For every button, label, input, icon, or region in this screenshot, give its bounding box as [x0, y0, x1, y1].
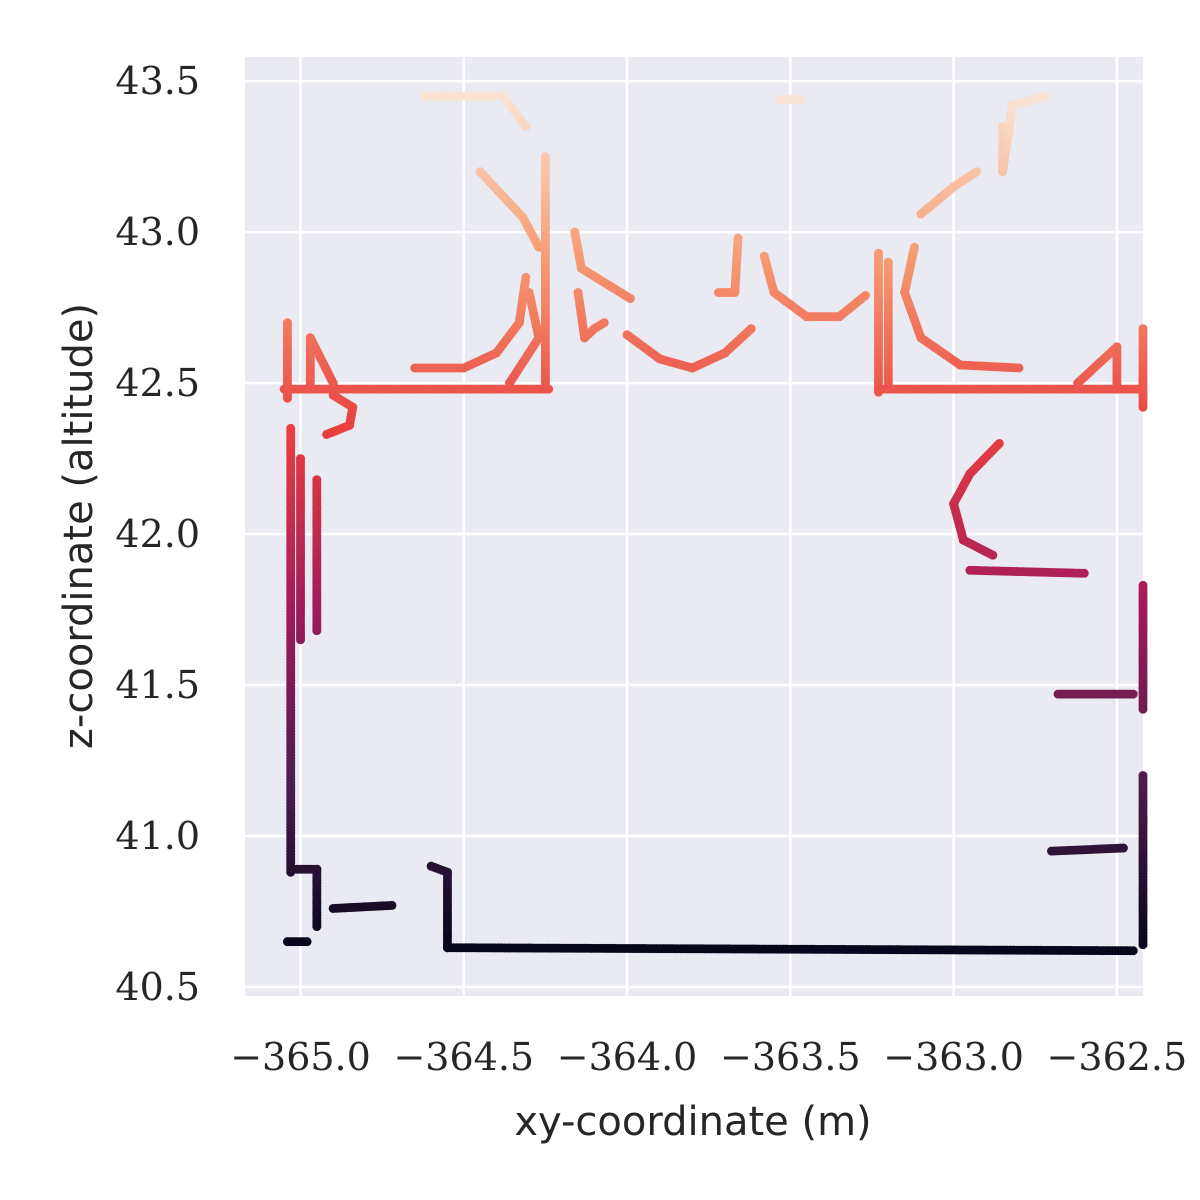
- point-cluster: [900, 242, 1024, 373]
- point-cluster: [713, 233, 743, 298]
- x-tick-label: −364.5: [393, 1035, 534, 1079]
- data-point: [733, 233, 743, 243]
- point-cluster: [622, 324, 756, 373]
- x-tick-label: −363.5: [720, 1035, 861, 1079]
- data-point: [1138, 771, 1148, 781]
- data-point: [521, 272, 531, 282]
- point-cluster: [570, 227, 635, 304]
- data-point: [1138, 580, 1148, 590]
- point-cluster: [426, 861, 1138, 956]
- point-cluster: [322, 390, 358, 439]
- y-tick-label: 40.5: [115, 965, 200, 1009]
- data-point: [1128, 946, 1138, 956]
- point-cluster: [873, 384, 1145, 394]
- data-point: [312, 922, 322, 932]
- point-cluster: [312, 475, 322, 636]
- point-cluster: [420, 91, 531, 131]
- data-point: [286, 423, 296, 433]
- data-point: [971, 167, 981, 177]
- point-cluster: [505, 288, 544, 388]
- point-cluster: [916, 167, 981, 219]
- x-tick-label: −362.5: [1047, 1035, 1188, 1079]
- point-cluster: [998, 91, 1050, 177]
- point-cluster: [286, 423, 296, 877]
- point-cluster: [282, 318, 292, 403]
- point-cluster: [883, 257, 893, 388]
- point-cluster: [776, 94, 805, 104]
- y-tick-label: 42.0: [115, 512, 200, 556]
- data-point: [524, 288, 534, 298]
- y-tick-label: 41.5: [115, 663, 200, 707]
- data-point: [1014, 363, 1024, 373]
- data-point: [312, 475, 322, 485]
- data-point: [1138, 324, 1148, 334]
- data-point: [387, 900, 397, 910]
- data-point: [540, 152, 550, 162]
- x-tick-label: −365.0: [230, 1035, 371, 1079]
- point-cluster: [475, 167, 544, 252]
- point-cluster: [573, 288, 609, 343]
- data-point: [296, 454, 306, 464]
- data-point: [599, 318, 609, 328]
- point-cluster: [296, 454, 306, 645]
- x-tick-label: −364.0: [557, 1035, 698, 1079]
- points-layer: [279, 91, 1148, 956]
- data-point: [746, 324, 756, 334]
- point-cluster: [410, 272, 531, 373]
- data-point: [328, 378, 338, 388]
- data-point: [883, 257, 893, 267]
- data-point: [625, 294, 635, 304]
- point-cluster: [949, 438, 1004, 560]
- data-point: [1079, 568, 1089, 578]
- plot-background: [245, 57, 1143, 996]
- data-point: [534, 242, 544, 252]
- point-cluster: [1138, 324, 1148, 412]
- point-cluster: [1047, 843, 1128, 856]
- data-point: [873, 248, 883, 258]
- data-point: [302, 937, 312, 947]
- point-cluster: [965, 565, 1089, 578]
- y-tick-label: 43.0: [115, 210, 200, 254]
- data-point: [1128, 689, 1138, 699]
- data-point: [1112, 384, 1122, 394]
- data-point: [521, 121, 531, 131]
- data-point: [795, 94, 805, 104]
- x-tick-labels: −365.0 −364.5 −364.0 −363.5 −363.0 −362.5: [230, 1035, 1187, 1079]
- grid: [245, 57, 1143, 996]
- point-cluster: [305, 333, 338, 394]
- point-cluster: [328, 900, 397, 913]
- data-point: [282, 318, 292, 328]
- y-tick-label: 42.5: [115, 361, 200, 405]
- y-tick-labels: 40.5 41.0 41.5 42.0 42.5 43.0 43.5: [115, 59, 200, 1009]
- data-point: [860, 291, 870, 301]
- point-cluster: [873, 248, 883, 397]
- data-point: [322, 429, 332, 439]
- point-cluster: [1138, 771, 1148, 950]
- x-axis-label: xy-coordinate (m): [514, 1099, 871, 1145]
- data-point: [1118, 843, 1128, 853]
- point-cluster: [1073, 342, 1122, 394]
- y-axis-label: z-coordinate (altitude): [56, 303, 102, 749]
- y-tick-label: 43.5: [115, 59, 200, 103]
- point-cluster: [759, 251, 870, 322]
- point-cluster: [289, 864, 322, 932]
- data-point: [988, 550, 998, 560]
- point-cluster: [1138, 580, 1148, 714]
- point-cluster: [540, 152, 550, 394]
- data-point: [1040, 91, 1050, 101]
- point-cluster: [1053, 689, 1138, 699]
- point-cluster: [279, 384, 554, 394]
- x-tick-label: −363.0: [883, 1035, 1024, 1079]
- y-tick-label: 41.0: [115, 814, 200, 858]
- point-cluster: [282, 937, 312, 947]
